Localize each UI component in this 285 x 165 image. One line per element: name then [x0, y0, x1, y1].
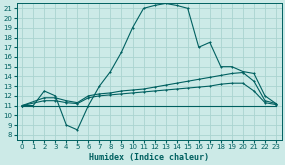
X-axis label: Humidex (Indice chaleur): Humidex (Indice chaleur) [89, 152, 209, 162]
